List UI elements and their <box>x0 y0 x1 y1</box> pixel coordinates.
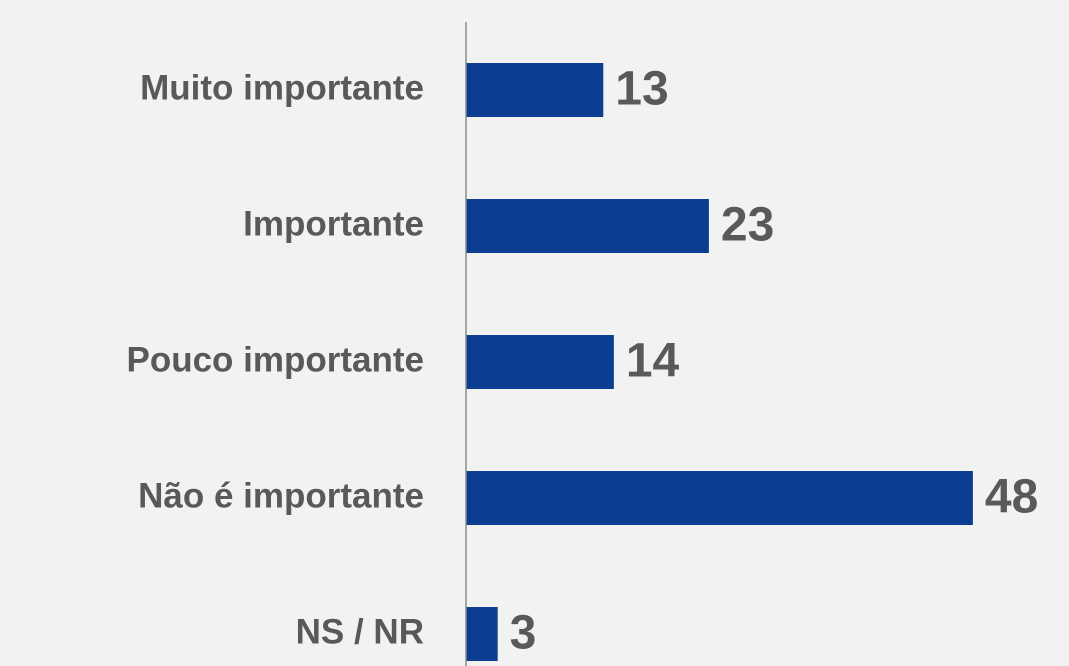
value-label: 14 <box>626 335 680 388</box>
bar <box>466 63 604 117</box>
category-label: Muito importante <box>140 68 424 107</box>
category-label: Importante <box>243 204 424 243</box>
category-label: Não é importante <box>138 476 424 515</box>
category-label: Pouco importante <box>126 340 424 379</box>
bar <box>466 607 498 661</box>
value-label: 23 <box>721 199 774 252</box>
bar <box>466 335 614 389</box>
category-label: NS / NR <box>296 612 424 651</box>
bar <box>466 199 709 253</box>
value-label: 13 <box>615 63 668 116</box>
value-label: 48 <box>985 471 1038 524</box>
value-label: 3 <box>510 607 537 660</box>
bar <box>466 471 973 525</box>
